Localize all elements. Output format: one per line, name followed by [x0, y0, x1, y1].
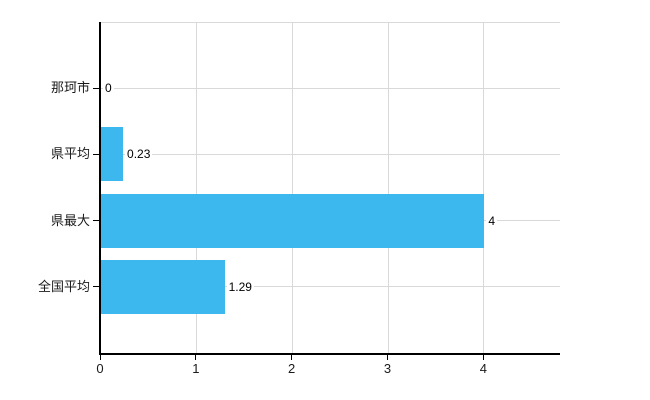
x-tick — [482, 354, 484, 360]
bar — [101, 127, 124, 182]
bar-value-label: 0.23 — [125, 146, 153, 163]
gridline-vertical — [387, 22, 389, 353]
x-tick-label: 3 — [383, 361, 392, 376]
category-label: 県最大 — [50, 212, 90, 228]
gridline-horizontal — [100, 153, 560, 155]
x-tick-label: 1 — [192, 361, 200, 376]
category-label: 県平均 — [50, 146, 90, 162]
y-tick — [93, 153, 99, 155]
x-tick — [291, 354, 293, 360]
bar — [101, 259, 225, 314]
x-tick — [99, 354, 101, 360]
bar-value-label: 0 — [103, 80, 114, 97]
x-tick-label: 4 — [479, 361, 487, 376]
y-tick — [93, 220, 99, 222]
x-tick-label: 0 — [96, 361, 104, 376]
bar — [101, 193, 485, 248]
x-tick-label: 2 — [288, 361, 296, 376]
gridline-vertical — [291, 22, 293, 353]
x-axis — [99, 353, 560, 355]
y-axis — [99, 22, 101, 354]
x-tick — [387, 354, 388, 360]
category-label: 那珂市 — [50, 80, 90, 96]
x-tick — [195, 354, 197, 360]
plot-top-border — [100, 22, 560, 23]
gridline-vertical — [195, 22, 197, 353]
gridline-vertical — [483, 22, 485, 353]
bar-value-label: 4 — [486, 212, 498, 229]
category-label: 全国平均 — [37, 278, 90, 294]
y-tick — [93, 286, 99, 288]
bar-value-label: 1.29 — [226, 278, 254, 295]
y-tick — [93, 87, 99, 89]
gridline-horizontal — [100, 286, 560, 288]
gridline-horizontal — [100, 87, 560, 89]
